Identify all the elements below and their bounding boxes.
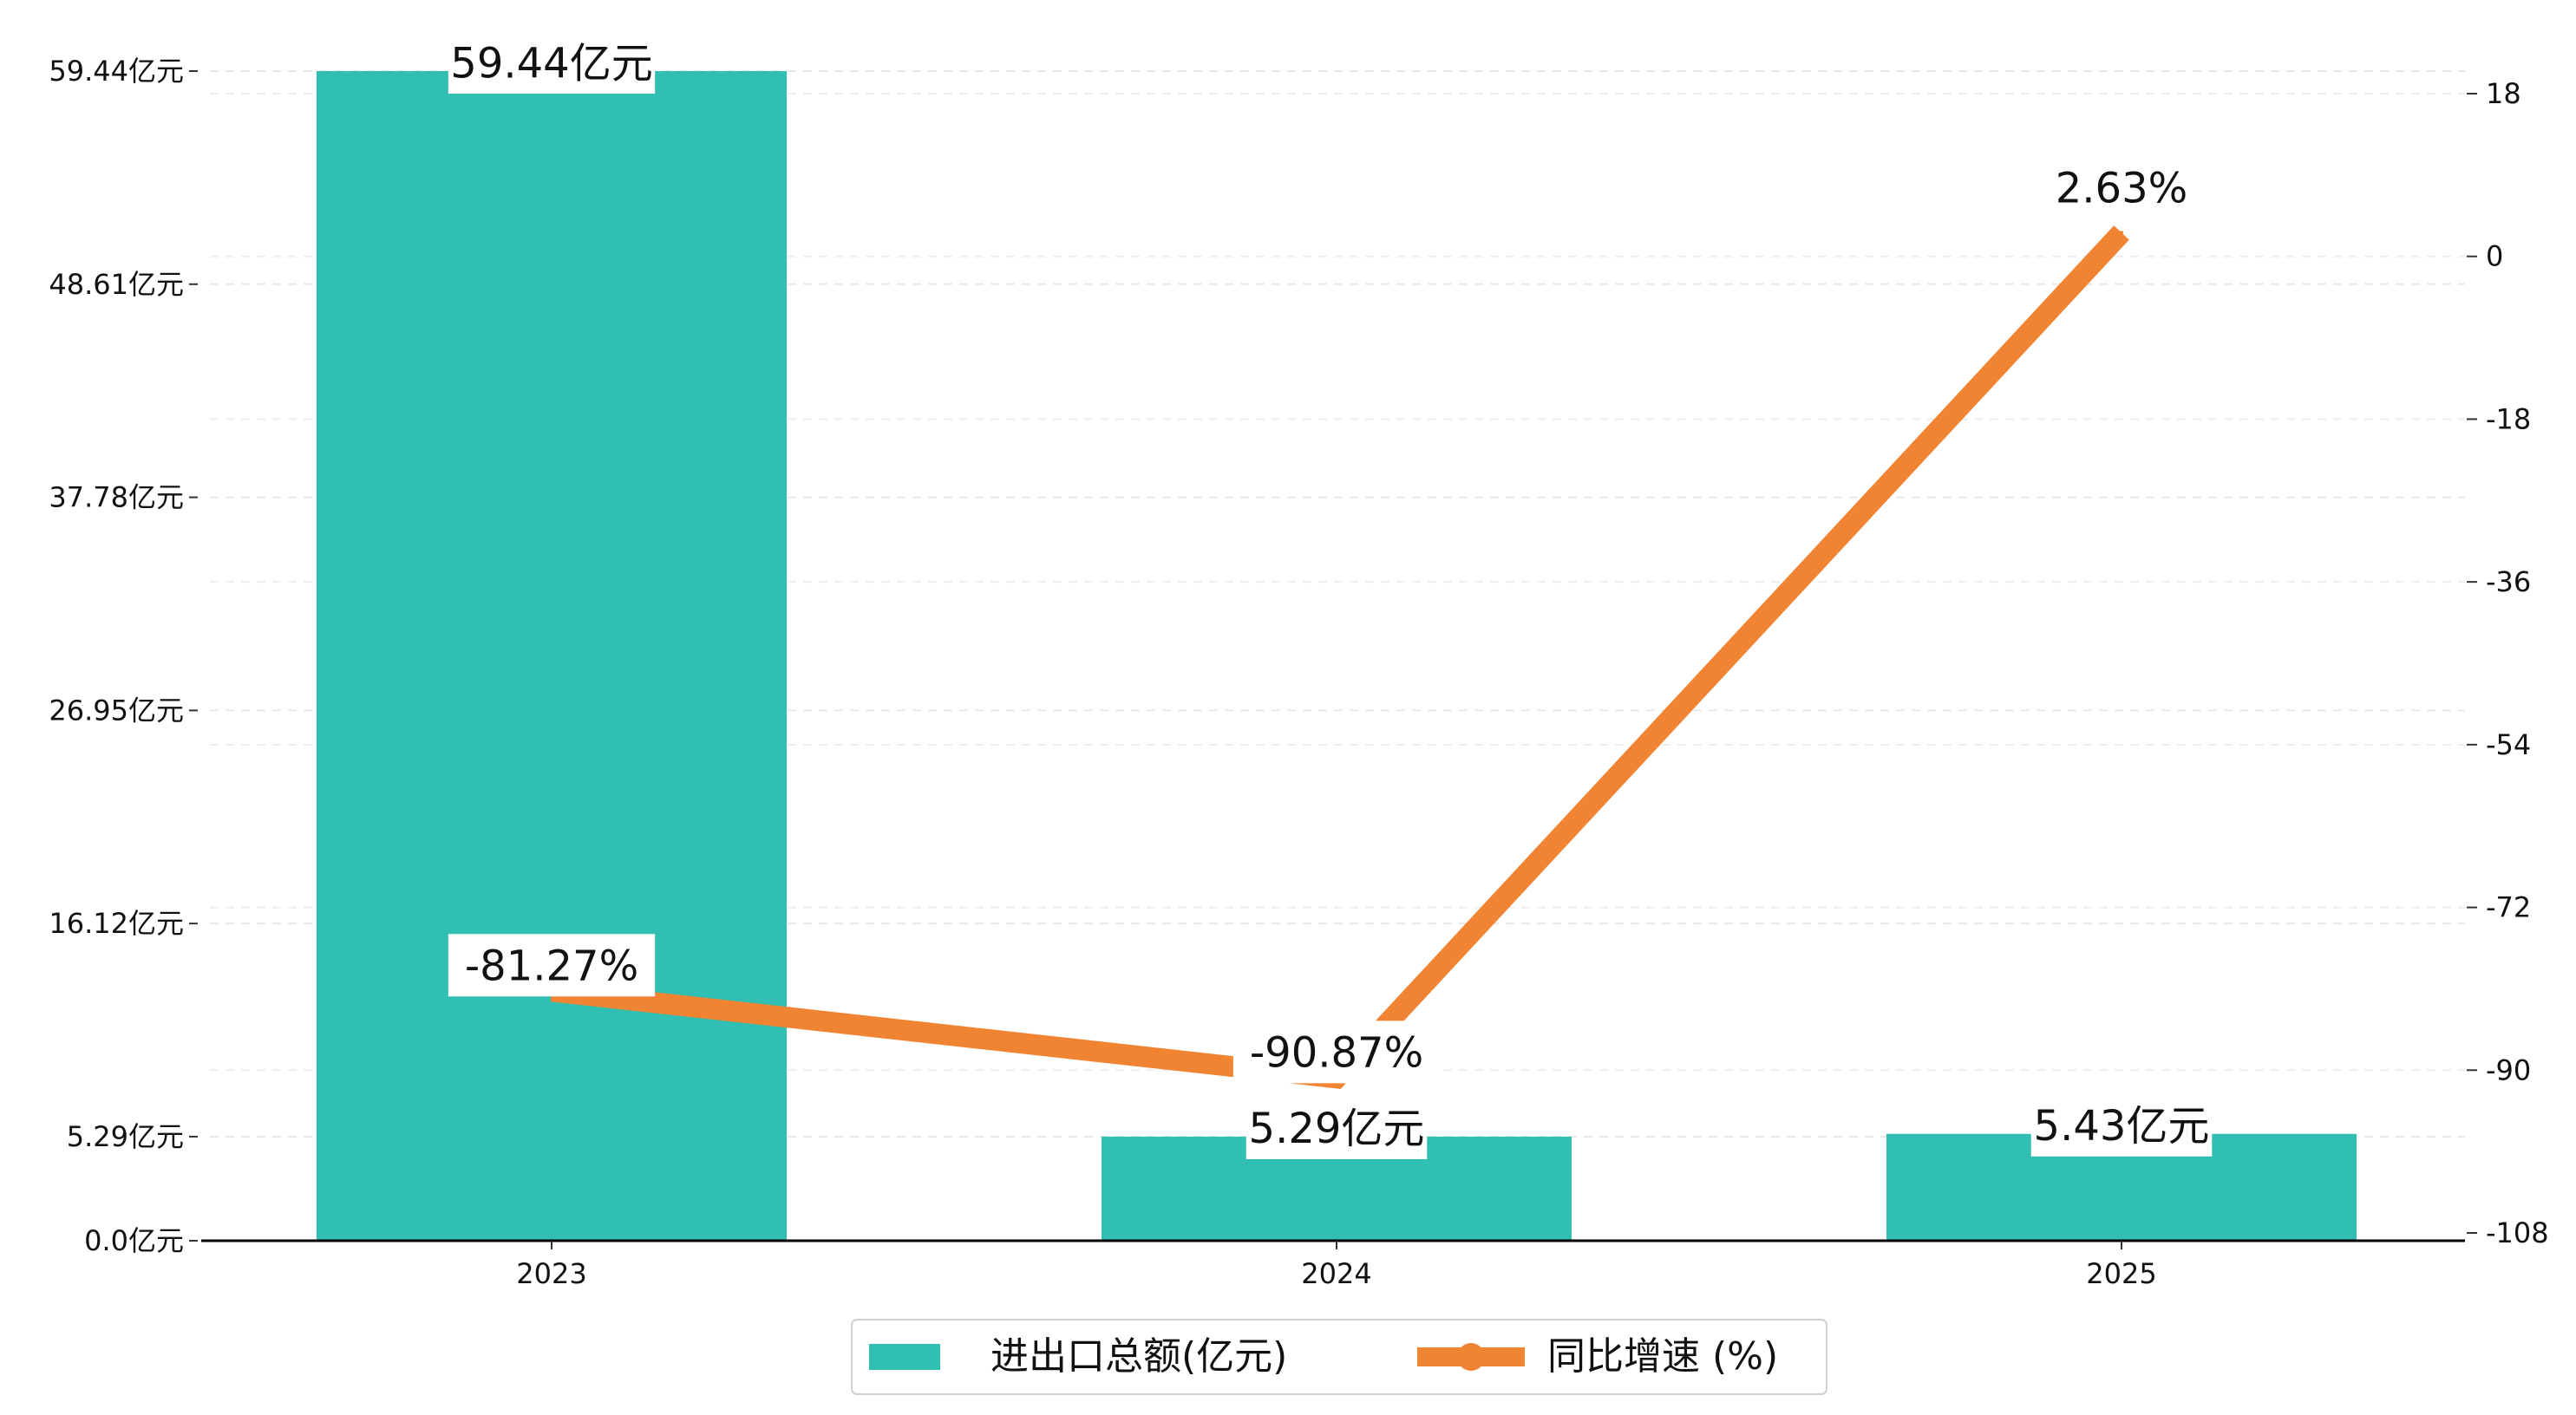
line-label-2024-group: -90.87%	[1232, 1020, 1441, 1084]
right-tick-label: -36	[2486, 565, 2531, 598]
line-label-2023-group: -81.27%	[448, 934, 656, 997]
bar-series	[317, 71, 2357, 1241]
left-tick-label: 26.95亿元	[49, 694, 184, 727]
bar-label-2023-box	[448, 31, 656, 94]
legend-label-bar: 进出口总额(亿元)	[991, 1334, 1287, 1379]
bar-data-labels: 59.44亿元 5.29亿元 5.43亿元	[448, 31, 2213, 1159]
right-tick-label: -90	[2486, 1053, 2531, 1086]
x-tick-label: 2023	[516, 1257, 586, 1290]
bar-2023	[317, 71, 787, 1241]
right-tick-label: -72	[2486, 891, 2531, 924]
right-tick-label: -18	[2486, 402, 2531, 435]
growth-line	[550, 225, 2129, 1089]
left-tick-label: 5.29亿元	[67, 1120, 184, 1153]
legend-swatch-bar	[869, 1344, 940, 1370]
axes: 0.0亿元 5.29亿元 16.12亿元 26.95亿元 37.78亿元 48.61亿元 5…	[49, 55, 2548, 1290]
bar-label-2025-group: 5.43亿元	[2030, 1093, 2213, 1157]
bar-label-2024: 5.29亿元	[1249, 1105, 1425, 1153]
legend-label-line: 同比增速 (%)	[1547, 1334, 1778, 1379]
legend-marker-line	[1457, 1343, 1485, 1371]
legend: 进出口总额(亿元) 同比增速 (%)	[851, 1319, 1827, 1395]
line-label-2024-box	[1232, 1020, 1441, 1084]
left-tick-label: 37.78亿元	[49, 481, 184, 514]
line-data-labels: -81.27% -90.87% 2.63%	[448, 156, 2200, 1084]
bar-label-2023-group: 59.44亿元	[448, 31, 656, 94]
x-tick-label: 2025	[2086, 1257, 2156, 1290]
right-tick-label: 0	[2486, 240, 2503, 273]
line-label-2023: -81.27%	[465, 942, 638, 991]
bar-label-2025-box	[2030, 1093, 2213, 1157]
left-tick-label: 16.12亿元	[49, 907, 184, 940]
right-tick-label: 18	[2486, 77, 2521, 110]
line-label-2024: -90.87%	[1250, 1029, 1423, 1078]
line-label-2025-box	[2043, 156, 2200, 219]
legend-box	[851, 1319, 1827, 1395]
line-label-2023-box	[448, 934, 656, 997]
right-tick-label: -108	[2486, 1216, 2549, 1249]
bar-label-2024-box	[1246, 1096, 1428, 1159]
growth-point-2025	[2120, 231, 2123, 235]
line-label-2025: 2.63%	[2056, 165, 2187, 213]
left-tick-label: 0.0亿元	[84, 1224, 184, 1257]
line-label-2025-group: 2.63%	[2043, 156, 2200, 219]
left-tick-label: 59.44亿元	[49, 55, 184, 88]
x-tick-label: 2024	[1301, 1257, 1371, 1290]
bar-label-2023: 59.44亿元	[450, 39, 652, 88]
right-tick-label: -54	[2486, 728, 2531, 761]
bar-label-2025: 5.43亿元	[2034, 1102, 2210, 1151]
left-tick-label: 48.61亿元	[49, 268, 184, 301]
bar-label-2024-group: 5.29亿元	[1246, 1096, 1428, 1159]
